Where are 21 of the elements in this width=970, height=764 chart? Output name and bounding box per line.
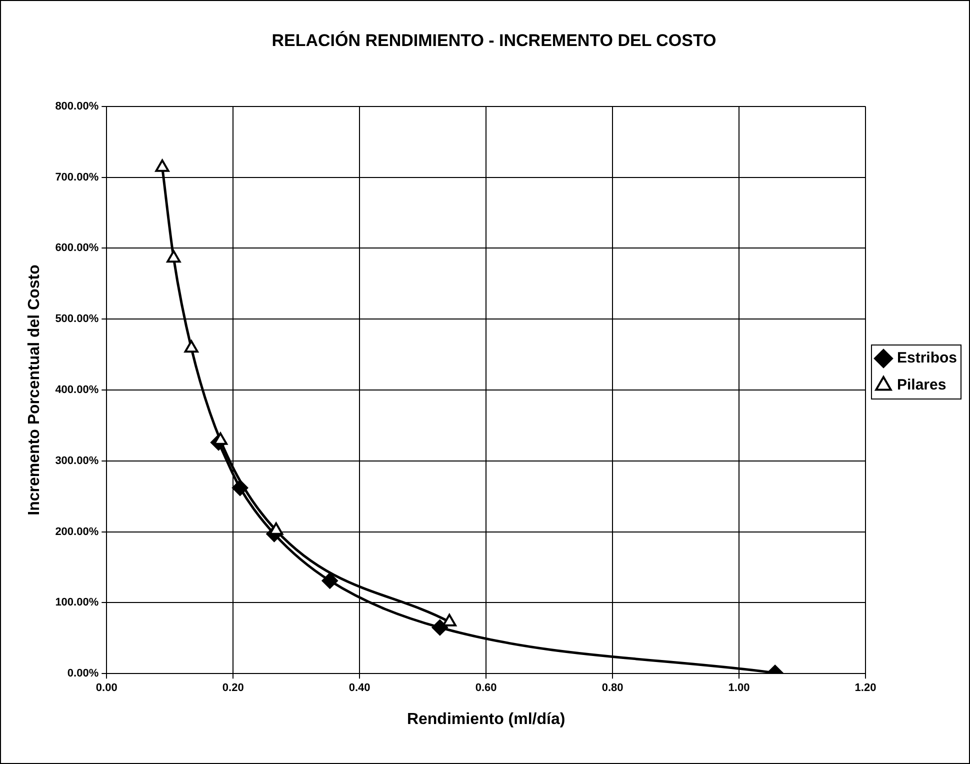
x-axis-title: Rendimiento (ml/día) <box>406 710 566 728</box>
x-tick-label: 0.80 <box>602 682 624 694</box>
y-tick-label: 300.00% <box>55 454 99 467</box>
x-tick-label: 0.00 <box>96 682 118 694</box>
y-tick-label: 500.00% <box>55 313 99 326</box>
x-tick-label: 0.40 <box>348 682 370 694</box>
y-tick-label: 400.00% <box>55 384 99 396</box>
y-tick-label: 600.00% <box>55 242 99 254</box>
x-tick-label: 1.00 <box>728 682 750 694</box>
legend-label: Estribos <box>896 350 957 367</box>
chart-title: RELACIÓN RENDIMIENTO - INCREMENTO DEL COSTO <box>272 30 716 50</box>
y-tick-label: 100.00% <box>55 596 99 609</box>
legend-label: Pilares <box>896 376 946 394</box>
x-tick-label: 0.20 <box>222 682 244 694</box>
y-tick-label: 700.00% <box>55 171 99 184</box>
y-axis-title: Incremento Porcentual del Costo <box>26 264 44 516</box>
x-tick-label: 1.20 <box>854 682 876 694</box>
x-tick-label: 0.60 <box>475 682 497 694</box>
y-tick-label: 200.00% <box>55 526 99 538</box>
y-tick-label: 0.00% <box>67 668 99 680</box>
y-tick-label: 800.00% <box>55 100 99 112</box>
